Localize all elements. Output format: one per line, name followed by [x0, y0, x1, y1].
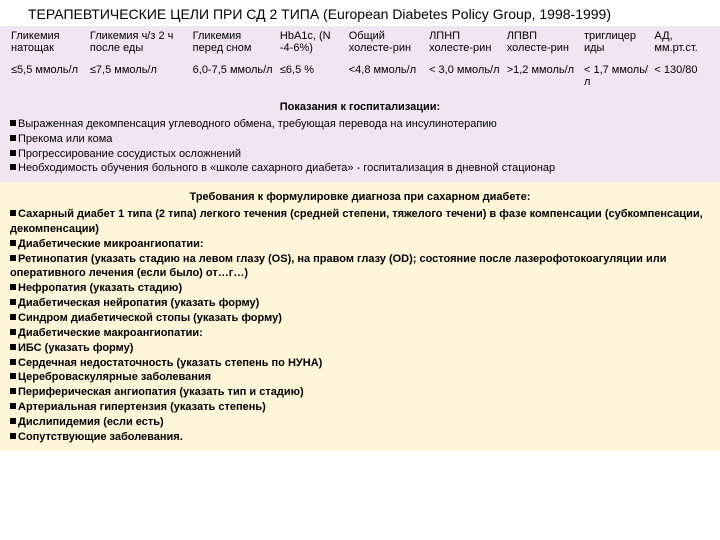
bullet-icon [10, 329, 16, 335]
col-header: Гликемия перед сном [190, 28, 277, 60]
hosp-item: Выраженная декомпенсация углеводного обм… [10, 117, 710, 132]
targets-table: Гликемия натощак Гликемия ч/з 2 ч после … [8, 28, 712, 92]
cell: ≤5,5 ммоль/л [8, 60, 87, 92]
col-header: ЛПНП холесте-рин [426, 28, 504, 60]
col-header: Гликемия натощак [8, 28, 87, 60]
cell: ≤6,5 % [277, 60, 346, 92]
bullet-icon [10, 150, 16, 156]
diag-item: Синдром диабетической стопы (указать фор… [10, 311, 710, 326]
hosp-item: Прекома или кома [10, 132, 710, 147]
hosp-item: Прогрессирование сосудистых осложнений [10, 147, 710, 162]
cell: < 130/80 [651, 60, 712, 92]
col-header: ЛПВП холесте-рин [504, 28, 581, 60]
cell: <4,8 ммоль/л [346, 60, 426, 92]
diag-item: Нефропатия (указать стадию) [10, 281, 710, 296]
bullet-icon [10, 210, 16, 216]
diagnosis-section: Требования к формулировке диагноза при с… [0, 182, 720, 450]
bullet-icon [10, 299, 16, 305]
bullet-icon [10, 388, 16, 394]
bullet-icon [10, 120, 16, 126]
bullet-icon [10, 433, 16, 439]
diag-item: Артериальная гипертензия (указать степен… [10, 400, 710, 415]
diag-item: Сердечная недостаточность (указать степе… [10, 356, 710, 371]
bullet-icon [10, 359, 16, 365]
bullet-icon [10, 314, 16, 320]
diag-title: Требования к формулировке диагноза при с… [10, 190, 710, 205]
bullet-icon [10, 344, 16, 350]
bullet-icon [10, 164, 16, 170]
diag-item: Диабетические макроангиопатии: [10, 326, 710, 341]
cell: < 3,0 ммоль/л [426, 60, 504, 92]
col-header: Общий холесте-рин [346, 28, 426, 60]
diag-item: Сахарный диабет 1 типа (2 типа) легкого … [10, 207, 710, 237]
diag-item: Диабетическая нейропатия (указать форму) [10, 296, 710, 311]
bullet-icon [10, 135, 16, 141]
bullet-icon [10, 418, 16, 424]
cell: 6,0-7,5 ммоль/л [190, 60, 277, 92]
col-header: HbA1c, (N -4-6%) [277, 28, 346, 60]
page-title: ТЕРАПЕВТИЧЕСКИЕ ЦЕЛИ ПРИ СД 2 ТИПА (Euro… [0, 0, 720, 26]
bullet-icon [10, 255, 16, 261]
bullet-icon [10, 284, 16, 290]
bullet-icon [10, 403, 16, 409]
hospitalization-section: Показания к госпитализации: Выраженная д… [0, 96, 720, 182]
hosp-item: Необходимость обучения больного в «школе… [10, 161, 710, 176]
cell: ≤7,5 ммоль/л [87, 60, 190, 92]
col-header: триглицер иды [581, 28, 651, 60]
diag-item: Сопутствующие заболевания. [10, 430, 710, 445]
targets-table-wrap: Гликемия натощак Гликемия ч/з 2 ч после … [0, 26, 720, 96]
diag-item: Периферическая ангиопатия (указать тип и… [10, 385, 710, 400]
col-header: АД, мм.рт.ст. [651, 28, 712, 60]
diag-item: Цереброваскулярные заболевания [10, 370, 710, 385]
cell: >1,2 ммоль/л [504, 60, 581, 92]
table-header-row: Гликемия натощак Гликемия ч/з 2 ч после … [8, 28, 712, 60]
diag-item: Диабетические микроангиопатии: [10, 237, 710, 252]
cell: < 1,7 ммоль/л [581, 60, 651, 92]
hosp-title: Показания к госпитализации: [280, 101, 440, 113]
diag-item: Дислипидемия (если есть) [10, 415, 710, 430]
bullet-icon [10, 373, 16, 379]
col-header: Гликемия ч/з 2 ч после еды [87, 28, 190, 60]
diag-item: Ретинопатия (указать стадию на левом гла… [10, 252, 710, 282]
table-value-row: ≤5,5 ммоль/л ≤7,5 ммоль/л 6,0-7,5 ммоль/… [8, 60, 712, 92]
diag-item: ИБС (указать форму) [10, 341, 710, 356]
bullet-icon [10, 240, 16, 246]
